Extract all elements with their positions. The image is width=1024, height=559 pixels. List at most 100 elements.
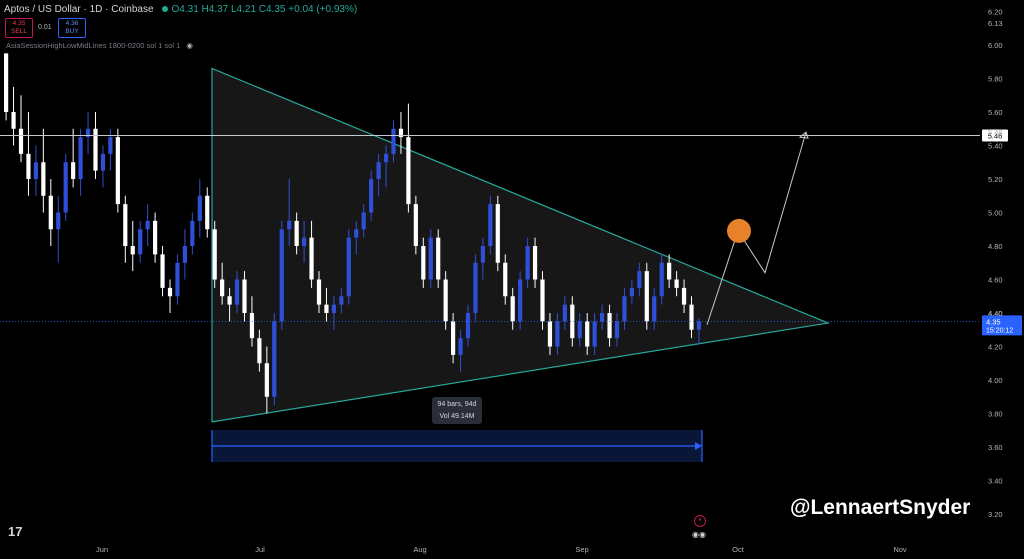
candle-body [577,321,582,339]
candle-body [249,313,255,339]
candle-body [532,246,538,280]
triangle-shape [211,67,831,423]
candle-body [667,262,672,280]
tradingview-logo-icon[interactable]: 17 [8,524,23,539]
sell-price: 4.35 [12,20,26,27]
candle-body [525,246,530,280]
candle-body [391,128,396,154]
y-tick-label: 4.60 [988,276,1003,285]
indicator-name: AsiaSessionHighLowMidLines 1800-0200 sol… [6,41,181,50]
candle-body [570,304,575,339]
candle-body [547,321,553,347]
candle-body [205,195,210,230]
x-tick-label: Nov [893,545,907,554]
y-tick-label: 6.13 [988,19,1003,28]
event-markers: ⚡ ◉◉ [692,515,706,539]
candle-body [145,220,150,230]
candle-body [26,153,31,179]
candle-body [264,363,269,397]
candle-body [428,237,433,280]
bar-countdown: 15:20:12 [986,327,1013,334]
sell-button[interactable]: 4.35 SELL [5,18,33,38]
symbol-title[interactable]: Aptos / US Dollar · 1D · Coinbase [4,4,154,15]
projection-arrow-head [798,131,809,139]
candle-body [160,254,165,288]
y-tick-label: 4.40 [988,309,1003,318]
candle-body [175,262,180,297]
y-tick-label: 5.80 [988,75,1003,84]
buy-button[interactable]: 4.36 BUY [58,18,86,38]
candle-body [592,321,597,347]
candle-body [659,262,664,297]
candle-body [115,137,120,205]
x-tick-label: Jun [96,545,108,554]
time-axis[interactable]: Jun Jul Aug Sep Oct Nov [96,545,907,554]
candle-body [242,279,247,313]
date-range-measure [211,430,703,462]
candle-body [197,195,202,221]
resistance-value: 5.46 [988,131,1003,140]
eye-icon[interactable]: ◉ [186,41,193,50]
projection-line [706,131,807,325]
lightning-icon[interactable]: ⚡ [694,515,706,527]
candle-body [279,229,284,322]
candle-body [413,204,418,246]
ohlc-readout: O4.31 H4.37 L4.21 C4.35 +0.04 (+0.93%) [171,4,358,15]
candle-body [495,204,500,263]
price-axis[interactable]: 3.20 3.40 3.60 3.80 4.00 4.20 4.40 4.60 4.80 5.00… [988,8,1003,520]
candle-body [234,279,240,305]
candle-body [18,128,24,154]
candle-body [85,128,91,138]
candle-body [108,137,113,154]
candle-body [4,53,9,112]
candle-body [614,321,620,339]
candle-body [331,304,336,313]
candles [4,53,702,414]
candle-body [167,287,173,297]
y-tick-label: 3.60 [988,443,1003,452]
candle-body [93,128,98,171]
y-tick-label: 4.80 [988,242,1003,251]
y-tick-label: 4.00 [988,376,1003,385]
chart-header: Aptos / US Dollar · 1D · Coinbase O4.31 H… [4,4,357,15]
range-bars: 94 bars, 94d [437,401,477,408]
y-tick-label: 3.40 [988,477,1003,486]
candle-body [406,137,411,205]
candle-body [11,112,16,129]
candle-body [585,321,590,347]
candle-body [436,237,441,280]
indicator-legend[interactable]: AsiaSessionHighLowMidLines 1800-0200 sol… [6,41,193,50]
buy-price: 4.36 [65,20,79,27]
range-tooltip: 94 bars, 94d Vol 49.14M [432,397,482,424]
candle-body [63,162,68,213]
candle-body [637,271,642,288]
range-volume: Vol 49.14M [439,413,475,420]
candle-body [257,338,262,364]
candle-body [100,153,106,171]
x-tick-label: Sep [575,545,588,554]
y-tick-label: 5.40 [988,142,1003,151]
candle-body [383,153,389,163]
candle-body [629,287,634,297]
candle-body [369,179,374,213]
spread-value: 0.01 [38,24,52,31]
y-tick-label: 6.00 [988,41,1003,50]
candle-body [272,321,277,397]
candle-body [287,220,292,230]
candle-body [562,304,567,322]
candle-body [696,321,702,330]
candle-body [510,296,515,322]
candle-body [674,279,679,288]
flag-icons[interactable]: ◉◉ [692,530,706,539]
candle-body [480,246,485,263]
buy-label: BUY [65,28,79,35]
current-price-badge [982,315,1022,336]
market-status-icon [161,6,168,13]
candle-body [346,237,351,297]
candle-body [622,296,627,322]
candle-body [302,237,307,246]
current-price-value: 4.35 [986,317,1001,326]
y-tick-label: 3.80 [988,410,1003,419]
